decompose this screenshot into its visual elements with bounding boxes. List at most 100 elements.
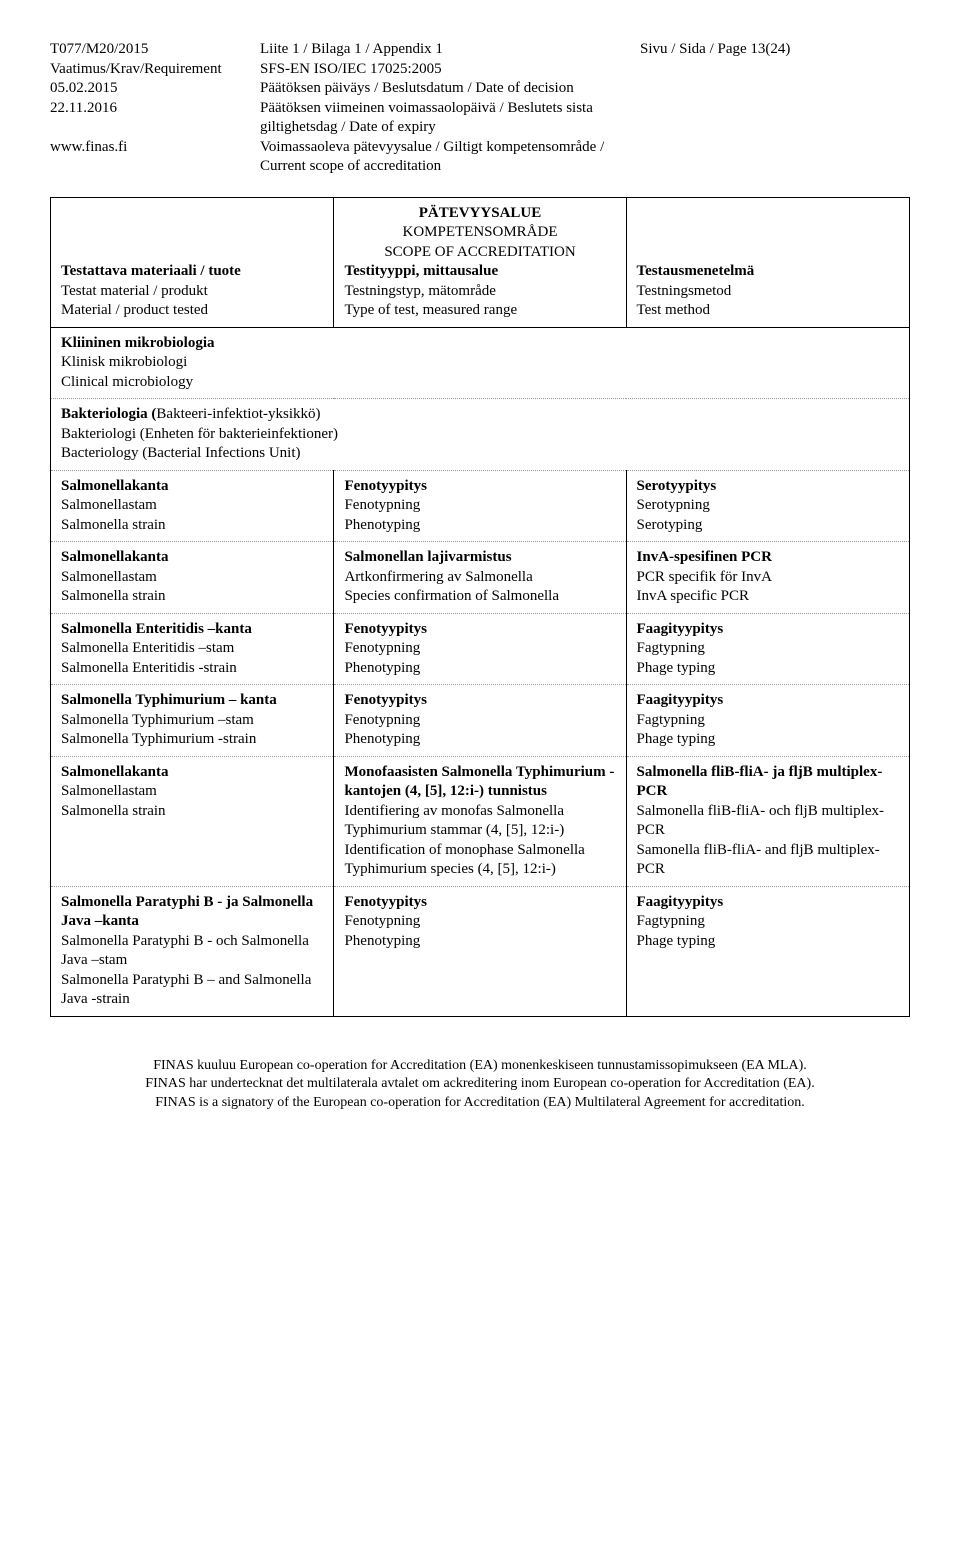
cell-text: Fenotypning [344, 496, 615, 516]
cell-text: Salmonellakanta [61, 477, 323, 497]
cell-text: Salmonella Enteritidis –kanta [61, 620, 323, 640]
col1-header-b: Testat material / produkt [61, 282, 323, 302]
page-header: T077/M20/2015 Vaatimus/Krav/Requirement … [50, 40, 910, 177]
cell-text: Artkonfirmering av Salmonella [344, 568, 615, 588]
cell-text: Phenotyping [344, 932, 615, 952]
cell-text: Salmonella Typhimurium –stam [61, 711, 323, 731]
col3-header-b: Testningsmetod [637, 282, 899, 302]
cell-text: Salmonellakanta [61, 548, 323, 568]
cell-text: Phage typing [637, 932, 899, 952]
cell-text: Serotyping [637, 516, 899, 536]
cell-text: Salmonella strain [61, 516, 323, 536]
cell-text: Salmonella Enteritidis –stam [61, 639, 323, 659]
cell-text: PCR specifik för InvA [637, 568, 899, 588]
cell-text: Salmonella Paratyphi B - ja Salmonella J… [61, 893, 323, 932]
scope-label: Voimassaoleva pätevyysalue / Giltigt kom… [260, 138, 640, 177]
cell-text: Fenotyypitys [344, 477, 615, 497]
cell-text: Identifiering av monofas Salmonella Typh… [344, 802, 615, 841]
cell-text: Fagtypning [637, 639, 899, 659]
cell-text: Fenotyypitys [344, 620, 615, 640]
page-number: Sivu / Sida / Page 13(24) [640, 40, 910, 60]
cell-text: Fagtypning [637, 912, 899, 932]
table-row: Salmonella Typhimurium – kanta Salmonell… [51, 685, 910, 757]
col2-header-c: Type of test, measured range [344, 301, 615, 321]
cell-text: Serotypning [637, 496, 899, 516]
cell-text: InvA specific PCR [637, 587, 899, 607]
cell-text: Salmonella Enteritidis -strain [61, 659, 323, 679]
row1-a: Kliininen mikrobiologia [61, 334, 899, 354]
cell-text: Phage typing [637, 659, 899, 679]
cell-text: Salmonella Typhimurium -strain [61, 730, 323, 750]
cell-text: Salmonella strain [61, 587, 323, 607]
table-row: Salmonellakanta Salmonellastam Salmonell… [51, 542, 910, 614]
cell-text: Salmonella Paratyphi B – and Salmonella … [61, 971, 323, 1010]
table-row: Salmonellakanta Salmonellastam Salmonell… [51, 756, 910, 886]
cell-text: Faagityypitys [637, 691, 899, 711]
cell-text: Salmonella strain [61, 802, 323, 822]
cell-text: Samonella fliB-fliA- and fljB multiplex-… [637, 841, 899, 880]
cell-text: Salmonella Typhimurium – kanta [61, 691, 323, 711]
page-footer: FINAS kuuluu European co-operation for A… [50, 1057, 910, 1114]
col2-header-a: Testityyppi, mittausalue [344, 262, 615, 282]
footer-line-1: FINAS kuuluu European co-operation for A… [50, 1057, 910, 1076]
cell-text: Species confirmation of Salmonella [344, 587, 615, 607]
cell-text: Salmonella fliB-fliA- och fljB multiplex… [637, 802, 899, 841]
cell-text: InvA-spesifinen PCR [637, 548, 899, 568]
requirement-label: Vaatimus/Krav/Requirement [50, 60, 260, 80]
row2-a-bold: Bakteriologia ( [61, 406, 156, 422]
cell-text: Salmonellan lajivarmistus [344, 548, 615, 568]
table-row: Salmonella Paratyphi B - ja Salmonella J… [51, 886, 910, 1016]
footer-line-2: FINAS har undertecknat det multilaterala… [50, 1075, 910, 1094]
appendix-label: Liite 1 / Bilaga 1 / Appendix 1 [260, 40, 640, 60]
cell-text: Salmonellastam [61, 568, 323, 588]
decision-date-label: Päätöksen päiväys / Beslutsdatum / Date … [260, 79, 640, 99]
doc-id: T077/M20/2015 [50, 40, 260, 60]
row1-c: Clinical microbiology [61, 373, 899, 393]
cell-text: Fenotyypitys [344, 691, 615, 711]
site-url: www.finas.fi [50, 138, 260, 158]
col3-header-c: Test method [637, 301, 899, 321]
head-col3: Testausmenetelmä Testningsmetod Test met… [626, 197, 909, 327]
cell-text: Salmonella fliB-fliA- ja fljB multiplex-… [637, 763, 899, 802]
cell-text: Monofaasisten Salmonella Typhimurium -ka… [344, 763, 615, 802]
cell-text: Serotyypitys [637, 477, 899, 497]
cell-text: Phenotyping [344, 730, 615, 750]
cell-text: Faagityypitys [637, 893, 899, 913]
table-row: Salmonella Enteritidis –kanta Salmonella… [51, 613, 910, 685]
head-col2: PÄTEVYYSALUE KOMPETENSOMRÅDE SCOPE OF AC… [334, 197, 626, 327]
cell-text: Fagtypning [637, 711, 899, 731]
col1-header-c: Material / product tested [61, 301, 323, 321]
cell-text: Phage typing [637, 730, 899, 750]
expiry-date: 22.11.2016 [50, 99, 260, 119]
scope-title-2: KOMPETENSOMRÅDE [344, 223, 615, 243]
footer-line-3: FINAS is a signatory of the European co-… [50, 1094, 910, 1113]
cell-text: Fenotyypitys [344, 893, 615, 913]
cell-text: Fenotypning [344, 711, 615, 731]
section-clinical-microbiology: Kliininen mikrobiologia Klinisk mikrobio… [51, 327, 910, 399]
cell-text: Salmonellakanta [61, 763, 323, 783]
expiry-label: Päätöksen viimeinen voimassaolopäivä / B… [260, 99, 640, 138]
row2-b: Bakteriologi (Enheten för bakterieinfekt… [61, 426, 338, 442]
cell-text: Fenotypning [344, 912, 615, 932]
col3-header-a: Testausmenetelmä [637, 262, 899, 282]
cell-text: Salmonella Paratyphi B - och Salmonella … [61, 932, 323, 971]
accreditation-table: Testattava materiaali / tuote Testat mat… [50, 197, 910, 1017]
cell-text: Phenotyping [344, 516, 615, 536]
cell-text: Phenotyping [344, 659, 615, 679]
row1-b: Klinisk mikrobiologi [61, 353, 899, 373]
row2-c: Bacteriology (Bacterial Infections Unit) [61, 445, 301, 461]
col2-header-b: Testningstyp, mätområde [344, 282, 615, 302]
col1-header-a: Testattava materiaali / tuote [61, 262, 323, 282]
cell-text: Identification of monophase Salmonella T… [344, 841, 615, 880]
cell-text: Fenotypning [344, 639, 615, 659]
head-col1: Testattava materiaali / tuote Testat mat… [51, 197, 334, 327]
decision-date: 05.02.2015 [50, 79, 260, 99]
header-mid: Liite 1 / Bilaga 1 / Appendix 1 SFS-EN I… [260, 40, 640, 177]
scope-title-1: PÄTEVYYSALUE [344, 204, 615, 224]
cell-text: Faagityypitys [637, 620, 899, 640]
cell-text: Salmonellastam [61, 782, 323, 802]
standard-label: SFS-EN ISO/IEC 17025:2005 [260, 60, 640, 80]
row2-a-rest: Bakteeri-infektiot-yksikkö) [156, 406, 320, 422]
section-bacteriology: Bakteriologia (Bakteeri-infektiot-yksikk… [51, 399, 910, 471]
scope-title-3: SCOPE OF ACCREDITATION [344, 243, 615, 263]
